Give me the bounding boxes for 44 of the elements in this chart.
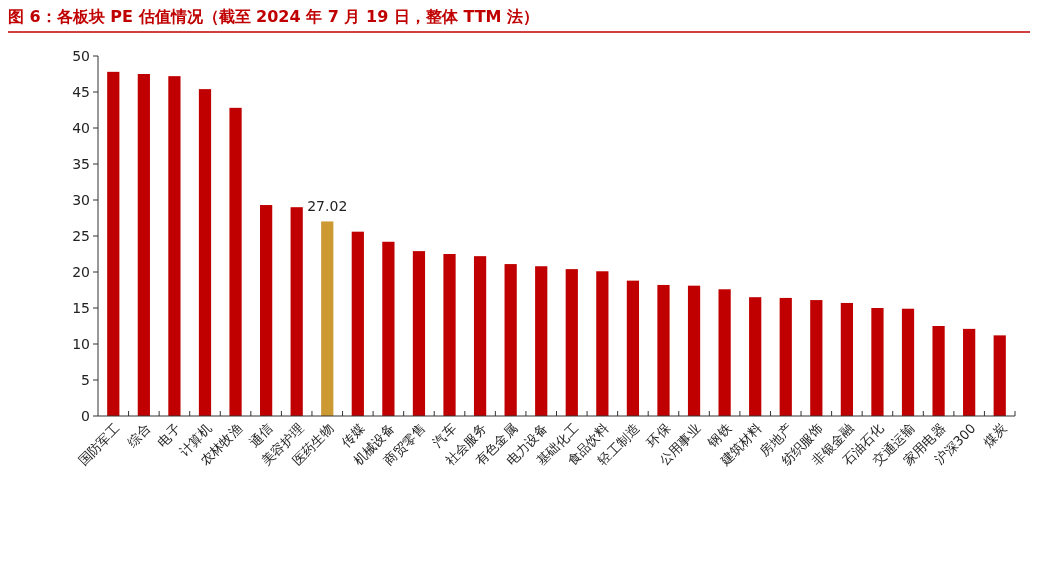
y-tick-label: 50	[72, 47, 90, 64]
y-tick-label: 5	[81, 371, 90, 388]
y-tick-label: 25	[72, 227, 90, 244]
bar	[596, 271, 609, 416]
bar	[168, 76, 181, 416]
y-tick-label: 10	[72, 335, 90, 352]
y-tick-label: 45	[72, 83, 90, 100]
bar	[718, 289, 731, 416]
bar	[473, 256, 487, 416]
y-tick-label: 15	[72, 299, 90, 316]
y-tick-label: 40	[72, 119, 90, 136]
bar	[198, 89, 212, 416]
bar	[229, 107, 242, 416]
bar	[687, 285, 701, 416]
bar	[443, 254, 456, 416]
bar	[504, 264, 517, 416]
chart-title: 图 6：各板块 PE 估值情况（截至 2024 年 7 月 19 日，整体 TTM 法）	[8, 7, 540, 26]
bar	[535, 266, 548, 416]
x-tick-label: 煤炭	[980, 420, 1010, 450]
bar	[260, 205, 273, 416]
bar	[932, 326, 945, 416]
bar	[321, 221, 334, 416]
bar	[901, 308, 915, 416]
bar	[626, 280, 640, 416]
y-tick-label: 35	[72, 155, 90, 172]
data-label: 27.02	[307, 198, 348, 215]
x-tick-label: 综合	[124, 420, 154, 450]
bar	[963, 328, 976, 416]
bar	[840, 302, 853, 416]
bar	[290, 207, 303, 416]
y-tick-label: 20	[72, 263, 90, 280]
bar	[779, 297, 792, 416]
y-tick-label: 30	[72, 191, 90, 208]
bar	[107, 71, 120, 416]
bar	[749, 297, 762, 416]
bar	[993, 335, 1006, 416]
bar	[137, 74, 150, 416]
bar	[351, 231, 364, 416]
bar	[657, 284, 670, 416]
bar	[871, 308, 884, 416]
bar	[412, 251, 426, 416]
bar	[382, 241, 395, 416]
bar	[810, 300, 823, 416]
bar	[565, 269, 578, 416]
